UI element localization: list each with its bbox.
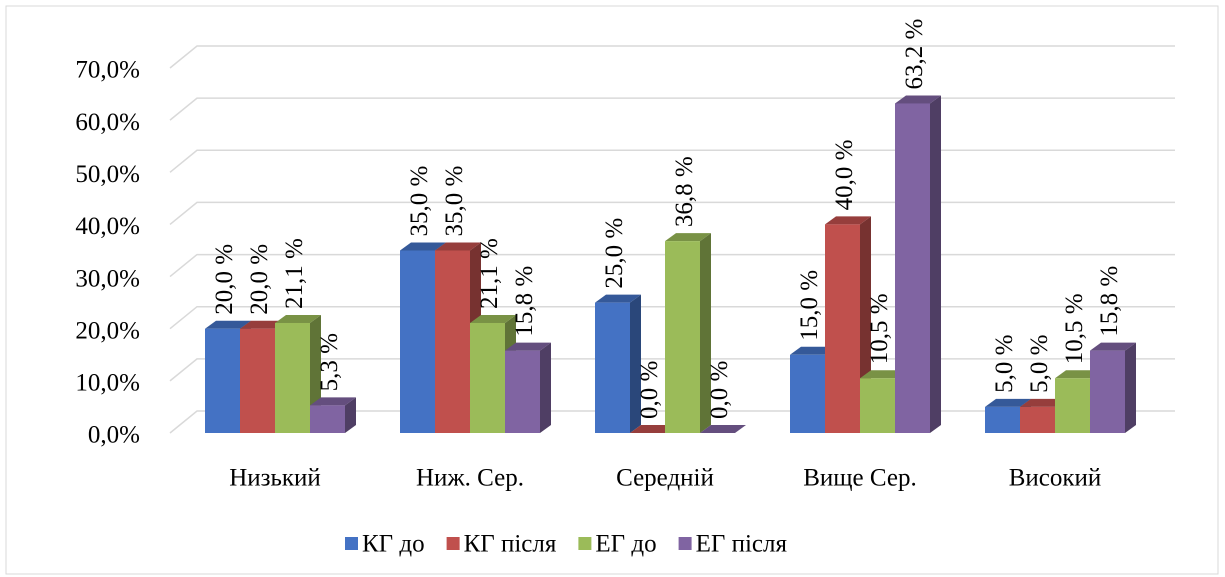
grid-line	[169, 149, 1175, 173]
bar-top	[985, 398, 1031, 407]
grid-line	[169, 45, 1175, 69]
y-tick-label: 40,0%	[75, 213, 140, 240]
bar-top	[205, 320, 251, 329]
bar	[505, 342, 551, 433]
bar-front	[1090, 350, 1125, 433]
legend-swatch	[446, 537, 460, 550]
data-label: 15,8 %	[511, 266, 538, 337]
bar-top	[310, 397, 356, 406]
bar-top	[275, 314, 321, 323]
chart-border	[5, 5, 1219, 575]
data-label: 40,0 %	[831, 140, 858, 211]
data-label: 20,0 %	[211, 244, 238, 315]
x-tick-label: Вище Сер.	[803, 465, 916, 492]
bar-front	[400, 250, 435, 433]
bar-top	[595, 294, 641, 303]
x-tick-label: Середній	[616, 465, 714, 492]
bar-front	[310, 405, 345, 433]
bar	[310, 397, 356, 433]
bar-side	[700, 233, 711, 433]
data-label: 20,0 %	[246, 244, 273, 315]
y-tick-label: 60,0%	[75, 109, 140, 136]
y-tick-label: 10,0%	[75, 370, 140, 397]
y-tick-label: 0,0%	[88, 422, 140, 449]
y-tick-label: 30,0%	[75, 265, 140, 292]
bar	[895, 95, 941, 433]
bar-front	[595, 302, 630, 433]
bar	[1090, 342, 1136, 433]
bar-front	[985, 406, 1020, 433]
bar-front	[1020, 406, 1055, 433]
bar	[595, 294, 641, 433]
bar	[665, 233, 711, 433]
bar-front	[665, 241, 700, 433]
legend-label: ЕГ до	[595, 531, 656, 558]
bar-top	[505, 342, 551, 351]
data-label: 63,2 %	[901, 19, 928, 90]
data-label: 15,8 %	[1096, 266, 1123, 337]
data-label: 10,5 %	[866, 293, 893, 364]
bar-front	[470, 322, 505, 433]
bar-front	[240, 328, 275, 433]
bar-top	[700, 425, 746, 433]
bar-side	[630, 294, 641, 433]
bar-side	[1125, 342, 1136, 433]
bar-side	[540, 342, 551, 433]
y-tick-label: 50,0%	[75, 161, 140, 188]
y-tick-label: 70,0%	[75, 57, 140, 84]
data-label: 36,8 %	[671, 156, 698, 227]
bar-front	[825, 224, 860, 433]
grid-line	[169, 201, 1175, 226]
legend-swatch	[345, 537, 358, 550]
bar-side	[930, 95, 941, 433]
bar-top	[1055, 370, 1101, 379]
data-label: 35,0 %	[406, 166, 433, 237]
bar-top	[790, 346, 836, 355]
bar-top	[860, 370, 906, 379]
data-label: 25,0 %	[601, 218, 628, 289]
data-label: 35,0 %	[441, 166, 468, 237]
y-tick-label: 20,0%	[75, 317, 140, 344]
legend-label: ЕГ після	[696, 531, 788, 558]
bar-top	[435, 242, 481, 251]
data-label: 21,1 %	[281, 238, 308, 309]
x-tick-label: Високий	[1009, 465, 1102, 492]
legend-label: КГ до	[362, 531, 425, 558]
data-label: 21,1 %	[476, 238, 503, 309]
data-label: 5,3 %	[316, 333, 343, 391]
data-label: 5,0 %	[991, 335, 1018, 393]
data-label: 15,0 %	[796, 270, 823, 341]
x-tick-label: Ниж. Сер.	[416, 465, 524, 492]
bar-top	[825, 216, 871, 225]
x-tick-label: Низький	[229, 465, 321, 492]
bar-front	[790, 354, 825, 433]
bar-front	[205, 328, 240, 433]
bar-top	[1020, 398, 1066, 407]
bar-top	[400, 242, 446, 251]
bar-side	[345, 397, 356, 433]
data-label: 10,5 %	[1061, 293, 1088, 364]
bar-top	[895, 95, 941, 104]
bar-front	[1055, 378, 1090, 433]
grid-line	[169, 97, 1175, 121]
bar-top	[665, 233, 711, 242]
bar-front	[505, 350, 540, 433]
data-label: 0,0 %	[706, 361, 733, 419]
legend-swatch	[578, 537, 592, 550]
bar-front	[275, 322, 310, 433]
bar-top	[470, 314, 516, 323]
bar-front	[435, 250, 470, 433]
bar-top	[1090, 342, 1136, 351]
legend-label: КГ після	[464, 531, 557, 558]
bar-top	[630, 425, 676, 433]
legend-swatch	[678, 537, 692, 550]
bar-front	[860, 378, 895, 433]
data-label: 5,0 %	[1026, 335, 1053, 393]
bar-front	[895, 103, 930, 433]
bar-top	[240, 320, 286, 329]
bar	[700, 425, 746, 433]
data-label: 0,0 %	[636, 361, 663, 419]
bar	[630, 425, 676, 433]
